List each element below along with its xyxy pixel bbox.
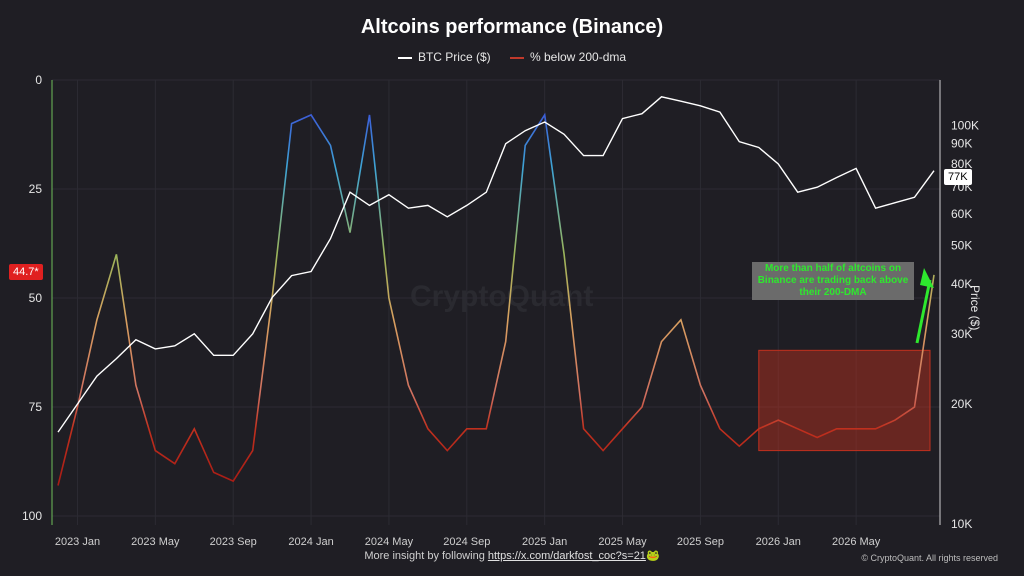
x-tick-label: 2023 May [131, 536, 180, 548]
right-tick-label: 40K [951, 277, 972, 291]
left-tick-label: 50 [29, 291, 43, 305]
x-tick-label: 2025 Sep [677, 536, 724, 548]
footer-link[interactable]: https://x.com/darkfost_coc?s=21 [487, 550, 646, 562]
legend-label-btc: BTC Price ($) [417, 50, 491, 64]
x-tick-label: 2025 May [598, 536, 647, 548]
x-tick-label: 2025 Jan [522, 536, 567, 548]
x-tick-label: 2024 Sep [443, 536, 490, 548]
right-tick-label: 50K [951, 238, 972, 252]
footer: More insight by following https://x.com/… [0, 549, 1024, 562]
x-tick-label: 2023 Sep [210, 536, 257, 548]
x-tick-label: 2024 Jan [288, 536, 333, 548]
right-current-badge: 77K [944, 169, 972, 185]
right-tick-label: 60K [951, 207, 972, 221]
frog-icon: 🐸 [645, 550, 660, 562]
left-tick-label: 75 [29, 400, 43, 414]
legend-swatch-below-200dma [509, 56, 524, 59]
legend-swatch-btc [397, 56, 412, 59]
x-tick-label: 2024 May [365, 536, 414, 548]
series-line-below-200dma [57, 112, 935, 486]
x-tick-label: 2023 Jan [55, 536, 100, 548]
watermark: CryptoQuant [410, 280, 594, 313]
series-line-btc-price [57, 96, 935, 433]
right-tick-label: 20K [951, 397, 972, 411]
annotation-box: More than half of altcoins on Binance ar… [752, 262, 914, 300]
left-current-badge: 44.7* [9, 264, 43, 280]
legend-label-below-200dma: % below 200-dma [529, 50, 627, 64]
left-tick-label: 25 [29, 182, 43, 196]
x-tick-label: 2026 Jan [756, 536, 801, 548]
right-tick-label: 30K [951, 327, 972, 341]
legend-item-btc[interactable]: BTC Price ($) [397, 50, 491, 64]
left-tick-label: 0 [35, 73, 42, 87]
right-tick-label: 100K [951, 118, 979, 132]
chart-title: Altcoins performance (Binance) [360, 16, 664, 38]
highlight-region [758, 349, 931, 452]
footer-text: More insight by following [364, 550, 485, 562]
legend: BTC Price ($) % below 200-dma [0, 50, 1024, 64]
right-tick-label: 10K [951, 517, 972, 531]
right-tick-label: 90K [951, 137, 972, 151]
annotation-arrow-head [920, 268, 934, 288]
left-tick-label: 100 [22, 509, 42, 523]
right-tick-label: 80K [951, 157, 972, 171]
right-axis-title: Price ($) [968, 285, 982, 331]
legend-item-below-200dma[interactable]: % below 200-dma [509, 50, 627, 64]
x-tick-label: 2026 May [832, 536, 881, 548]
copyright: © CryptoQuant. All rights reserved [861, 553, 998, 563]
annotation-arrow-shaft [915, 279, 932, 344]
